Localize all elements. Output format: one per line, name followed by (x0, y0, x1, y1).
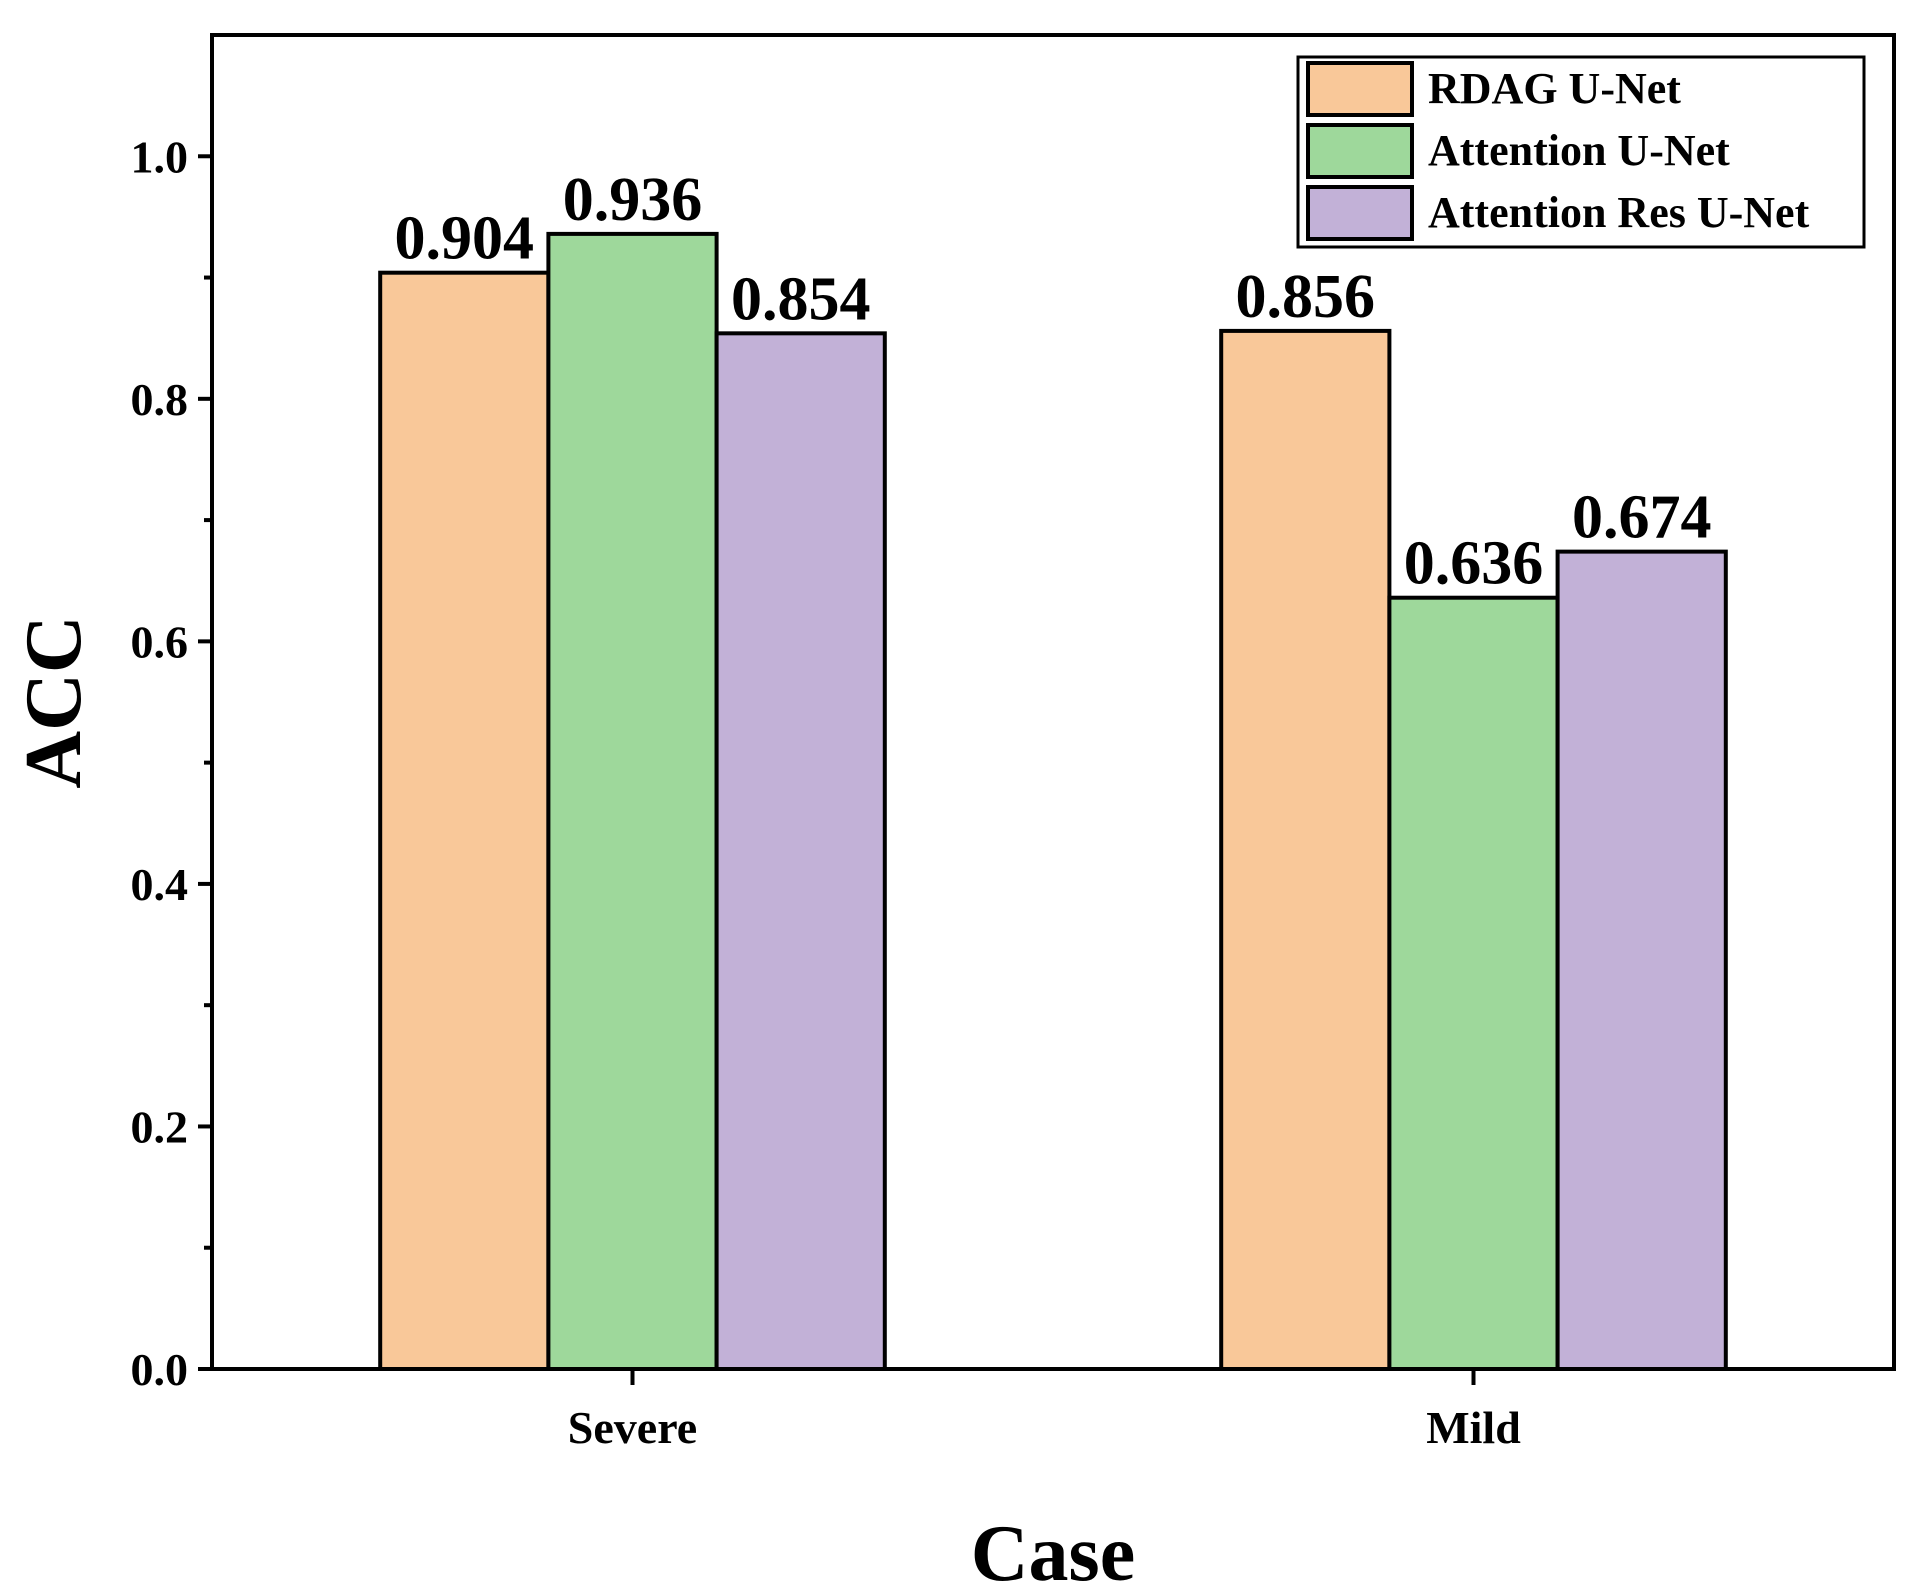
data-label: 0.674 (1572, 484, 1712, 552)
data-label: 0.856 (1236, 263, 1376, 331)
y-tick-label: 0.4 (131, 859, 189, 910)
y-tick-label: 1.0 (131, 131, 189, 182)
data-label: 0.636 (1404, 530, 1544, 598)
plot-frame (210, 33, 1896, 1371)
bar (1219, 328, 1392, 1372)
y-axis-title: ACC (10, 615, 98, 788)
bar (1387, 595, 1560, 1371)
y-tick-label: 0.0 (131, 1344, 189, 1395)
data-label: 0.936 (563, 166, 703, 234)
legend-label: Attention Res U-Net (1428, 188, 1810, 237)
legend: RDAG U-Net Attention U-Net Attention Res U… (1296, 55, 1866, 249)
legend-label: RDAG U-Net (1428, 64, 1681, 113)
x-tick-label: Severe (568, 1402, 697, 1453)
x-axis-title: Case (971, 1510, 1135, 1593)
data-label: 0.904 (395, 205, 535, 273)
y-tick-label: 0.8 (131, 374, 189, 425)
legend-swatch (1306, 185, 1414, 241)
data-label: 0.854 (731, 265, 871, 333)
x-tick-label: Mild (1426, 1402, 1521, 1453)
legend-swatch (1306, 61, 1414, 117)
bar (378, 270, 551, 1371)
y-tick-label: 0.6 (131, 616, 189, 667)
bar (714, 331, 887, 1371)
legend-label: Attention U-Net (1428, 126, 1730, 175)
y-tick-label: 0.2 (131, 1101, 189, 1152)
bar (1555, 549, 1728, 1371)
bar (546, 231, 719, 1371)
legend-swatch (1306, 123, 1414, 179)
